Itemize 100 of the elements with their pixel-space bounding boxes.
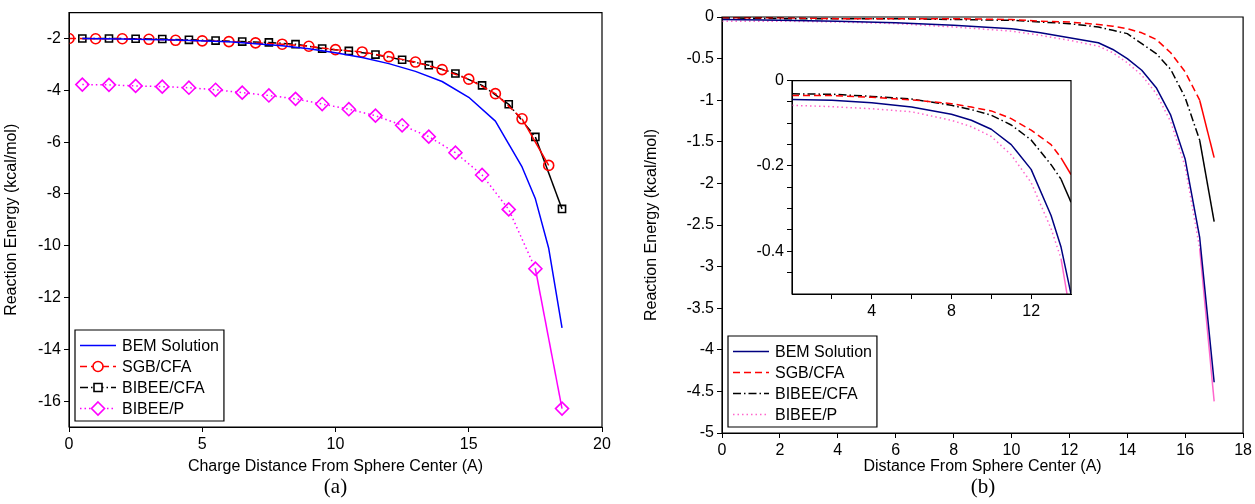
y-tick-label: -0.4 (756, 241, 785, 259)
point (477, 81, 487, 90)
point (344, 46, 354, 56)
y-tick-label: -5 (699, 423, 715, 441)
point (196, 35, 209, 47)
point (77, 34, 87, 43)
legend-label: SGB/CFA (775, 363, 845, 381)
point (234, 85, 250, 100)
x-tick-label: 14 (1118, 441, 1137, 459)
point (554, 401, 570, 416)
point (276, 38, 288, 50)
y-tick-label: -6 (46, 132, 62, 150)
x-tick-label: 2 (775, 441, 785, 459)
point (368, 108, 383, 123)
point (104, 34, 114, 43)
point (143, 33, 155, 46)
point (184, 35, 194, 45)
point (264, 38, 274, 47)
y-tick-label: -16 (37, 391, 62, 409)
x-tick-label: 8 (946, 302, 956, 320)
point (154, 79, 170, 94)
x-tick-label: 15 (459, 435, 478, 453)
legend-label: BIBEE/CFA (775, 384, 859, 402)
y-tick-label: -10 (37, 236, 62, 254)
x-axis-title: Charge Distance From Sphere Center (A) (187, 456, 484, 474)
y-tick-label: -3 (699, 257, 715, 275)
point (504, 99, 514, 109)
point (116, 32, 129, 45)
x-tick-label: 16 (1176, 441, 1195, 459)
point (436, 63, 448, 76)
x-tick-label: 12 (1022, 302, 1041, 320)
point (341, 101, 357, 117)
x-tick-label: 5 (197, 435, 207, 453)
x-tick-label: 6 (891, 441, 901, 459)
x-tick-label: 10 (326, 435, 345, 453)
legend-label: BEM Solution (775, 342, 872, 360)
y-tick-label: -3.5 (686, 298, 715, 316)
point (181, 80, 197, 96)
point (208, 82, 223, 98)
point (288, 91, 303, 107)
legend-label: BIBEE/P (775, 405, 838, 423)
point (501, 202, 517, 217)
point (528, 261, 543, 277)
x-tick-label: 12 (1060, 441, 1079, 459)
x-tick-label: 0 (717, 441, 727, 459)
y-tick-label: -8 (46, 184, 62, 202)
y-tick-label: -2 (46, 28, 62, 46)
point (128, 78, 143, 94)
y-tick-label: -0.5 (686, 49, 715, 67)
point (531, 132, 540, 142)
point (157, 34, 167, 44)
point (169, 34, 182, 47)
x-tick-label: 4 (833, 441, 843, 459)
y-tick-label: -1 (699, 90, 715, 108)
point (317, 44, 327, 53)
point (356, 46, 368, 58)
point (211, 36, 220, 45)
point (451, 69, 460, 78)
point (489, 87, 502, 100)
x-tick-label: 10 (1002, 441, 1021, 459)
x-axis-title: Distance From Sphere Center (A) (863, 456, 1102, 474)
legend-label: BEM Solution (122, 336, 219, 354)
y-axis-title: Reaction Energy (kcal/mol) (2, 123, 20, 316)
point (249, 37, 262, 49)
y-tick-label: -0.2 (756, 156, 785, 174)
y-tick-label: -4 (699, 340, 715, 358)
legend-label: SGB/CFA (122, 357, 192, 375)
point (261, 88, 277, 103)
x-tick-label: 4 (867, 302, 877, 320)
point (237, 37, 247, 46)
point (329, 43, 342, 56)
y-tick-label: -12 (37, 287, 62, 305)
point (131, 34, 140, 44)
y-tick-label: -1.5 (686, 132, 715, 150)
x-tick-label: 0 (64, 435, 74, 453)
x-tick-label: 8 (949, 441, 959, 459)
point (557, 204, 567, 214)
legend-label: BIBEE/P (122, 399, 185, 417)
point (474, 167, 490, 183)
x-tick-label: 18 (1234, 441, 1253, 459)
point (394, 117, 410, 133)
point (303, 40, 315, 53)
point (424, 60, 434, 70)
text: (a) (322, 474, 349, 499)
point (89, 32, 102, 45)
y-tick-label: -4.5 (686, 381, 715, 399)
y-tick-label: -2 (699, 173, 715, 191)
y-axis-title: Reaction Energy (kcal/mol) (642, 128, 660, 322)
legend-label: BIBEE/CFA (122, 378, 206, 396)
point (223, 35, 235, 48)
point (383, 50, 395, 63)
y-tick-label: -2.5 (686, 215, 715, 233)
point (421, 129, 437, 144)
point (516, 112, 528, 125)
y-tick-label: -14 (37, 339, 62, 357)
point (409, 56, 422, 68)
point (448, 145, 463, 161)
text: (b) (969, 474, 997, 499)
point (314, 96, 330, 112)
point (75, 77, 90, 92)
